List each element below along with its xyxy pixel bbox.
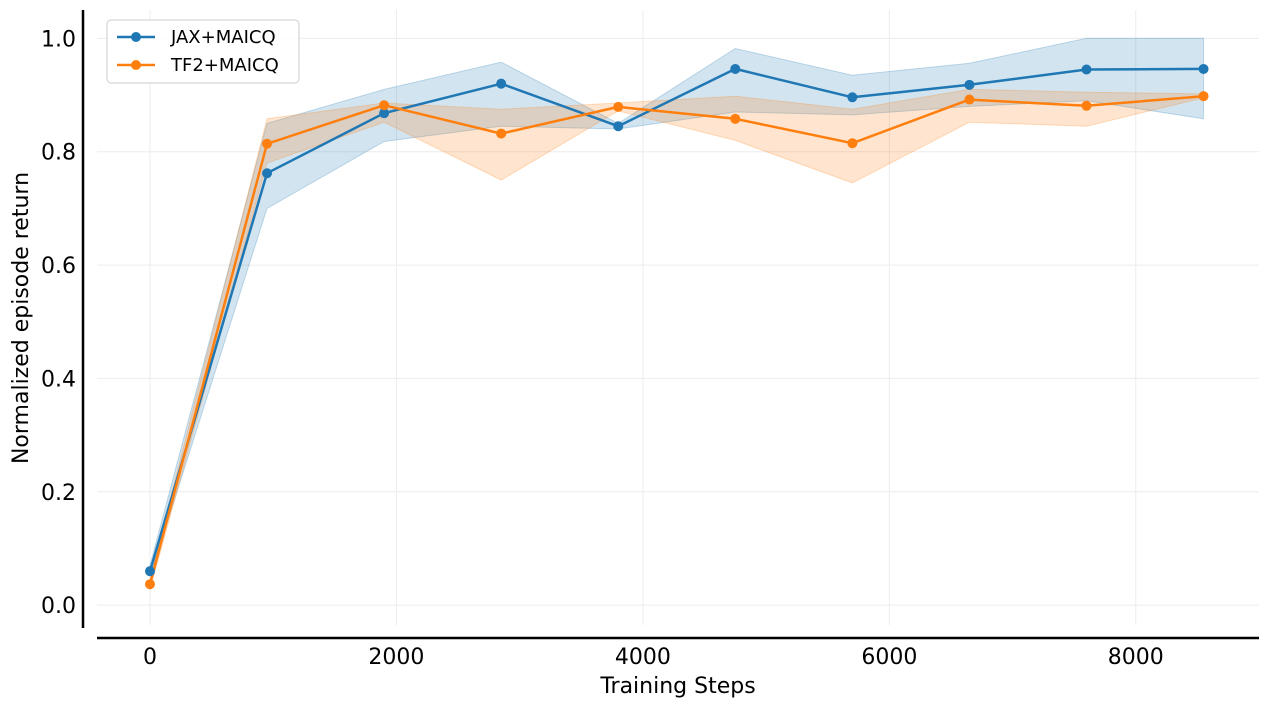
tf2-maicq-point <box>144 579 155 590</box>
tf2-maicq-point <box>262 138 273 149</box>
y-tick-label: 0.8 <box>41 141 76 166</box>
jax-maicq-point <box>730 63 741 74</box>
tf2-maicq-line <box>148 94 1204 585</box>
jax-maicq-point <box>496 78 507 89</box>
tf2-maicq-point <box>379 100 390 111</box>
x-tick-label: 0 <box>143 645 157 670</box>
tf2-maicq-point <box>496 128 507 139</box>
tf2-maicq-point <box>1198 91 1209 102</box>
axes <box>81 10 1259 640</box>
tf2-maicq-point <box>964 94 975 105</box>
jax-maicq-point <box>379 108 390 119</box>
tf2-maicq-point <box>613 101 624 112</box>
jax-maicq-line <box>148 67 1204 572</box>
x-tick-label: 6000 <box>861 645 917 670</box>
jax-maicq-point <box>964 79 975 90</box>
legend: JAX+MAICQ TF2+MAICQ <box>106 19 300 84</box>
x-axis-title: Training Steps <box>599 674 755 699</box>
jax-maicq-legend-label: JAX+MAICQ <box>170 27 276 48</box>
y-axis-title: Normalized episode return <box>9 172 34 464</box>
series-lines <box>148 67 1204 585</box>
jax-maicq-point <box>144 566 155 577</box>
x-tick-label: 4000 <box>615 645 671 670</box>
tf2-maicq-legend-marker <box>131 60 141 70</box>
confidence-bands <box>149 37 1204 591</box>
x-ticks: 0 2000 4000 6000 8000 <box>143 645 1164 670</box>
jax-maicq-point <box>1198 63 1209 74</box>
jax-maicq-band <box>149 37 1204 577</box>
series-points <box>144 63 1209 590</box>
x-tick-label: 8000 <box>1108 645 1164 670</box>
jax-maicq-point <box>1081 64 1092 75</box>
y-tick-label: 0.2 <box>41 481 76 506</box>
x-tick-label: 2000 <box>368 645 424 670</box>
jax-maicq-point <box>847 92 858 103</box>
jax-maicq-point <box>613 121 624 132</box>
y-tick-label: 0.6 <box>41 254 76 279</box>
y-tick-label: 0.4 <box>41 367 76 392</box>
tf2-maicq-point <box>847 138 858 149</box>
tf2-maicq-point <box>1081 100 1092 111</box>
jax-maicq-legend-marker <box>131 32 141 42</box>
y-tick-label: 0.0 <box>41 594 76 619</box>
jax-maicq-point <box>262 168 273 179</box>
y-tick-label: 1.0 <box>41 27 76 52</box>
y-ticks: 0.0 0.2 0.4 0.6 0.8 1.0 <box>41 27 76 619</box>
tf2-maicq-legend-label: TF2+MAICQ <box>170 55 279 76</box>
tf2-maicq-point <box>730 113 741 124</box>
